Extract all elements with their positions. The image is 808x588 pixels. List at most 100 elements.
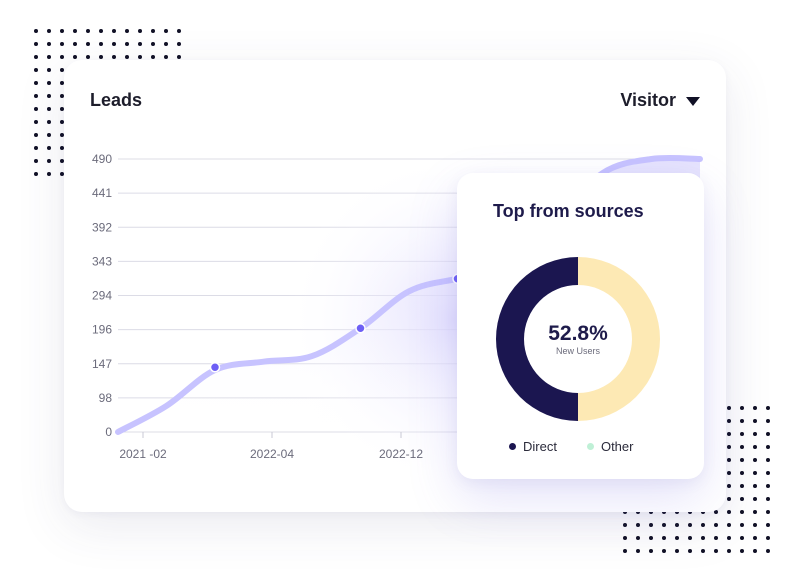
decorative-dot	[138, 29, 142, 33]
decorative-dot	[753, 497, 757, 501]
sources-donut-chart	[496, 257, 660, 421]
decorative-dot	[688, 549, 692, 553]
decorative-dot	[636, 536, 640, 540]
decorative-dot	[753, 549, 757, 553]
decorative-dot	[623, 523, 627, 527]
decorative-dot	[34, 42, 38, 46]
legend-label: Direct	[523, 439, 557, 454]
decorative-dot	[73, 29, 77, 33]
decorative-dot	[34, 133, 38, 137]
top-sources-card: Top from sources 52.8% New Users Direct …	[457, 173, 704, 479]
decorative-dot	[138, 42, 142, 46]
decorative-dot	[636, 523, 640, 527]
decorative-dot	[164, 29, 168, 33]
y-tick-label: 490	[92, 152, 112, 166]
decorative-dot	[47, 172, 51, 176]
decorative-dot	[753, 445, 757, 449]
decorative-dot	[151, 29, 155, 33]
decorative-dot	[701, 536, 705, 540]
decorative-dot	[740, 432, 744, 436]
donut-center-label: New Users	[555, 346, 600, 356]
decorative-dot	[47, 159, 51, 163]
decorative-dot	[47, 107, 51, 111]
decorative-dot	[112, 29, 116, 33]
decorative-dot	[753, 536, 757, 540]
decorative-dot	[727, 406, 731, 410]
decorative-dot	[125, 29, 129, 33]
x-tick-label: 2021 -02	[119, 447, 167, 461]
decorative-dot	[86, 29, 90, 33]
decorative-dot	[753, 484, 757, 488]
decorative-dot	[766, 458, 770, 462]
decorative-dot	[740, 471, 744, 475]
decorative-dot	[649, 536, 653, 540]
decorative-dot	[34, 68, 38, 72]
legend-dot-icon	[509, 443, 516, 450]
legend-item-direct: Direct	[509, 439, 557, 454]
decorative-dot	[60, 68, 64, 72]
decorative-dot	[151, 42, 155, 46]
decorative-dot	[727, 445, 731, 449]
decorative-dot	[34, 146, 38, 150]
decorative-dot	[740, 419, 744, 423]
decorative-dot	[727, 471, 731, 475]
decorative-dot	[47, 68, 51, 72]
legend-item-other: Other	[586, 439, 633, 454]
decorative-dot	[34, 120, 38, 124]
decorative-dot	[99, 29, 103, 33]
decorative-dot	[125, 42, 129, 46]
data-point	[209, 361, 221, 373]
decorative-dot	[766, 432, 770, 436]
decorative-dot	[753, 458, 757, 462]
y-tick-label: 294	[92, 289, 112, 303]
decorative-dot	[164, 42, 168, 46]
legend-dot-icon	[586, 443, 594, 450]
y-tick-label: 0	[105, 425, 112, 439]
decorative-dot	[34, 172, 38, 176]
decorative-dot	[727, 432, 731, 436]
decorative-dot	[740, 458, 744, 462]
decorative-dot	[60, 81, 64, 85]
y-tick-label: 343	[92, 254, 112, 268]
decorative-dot	[740, 523, 744, 527]
decorative-dot	[675, 549, 679, 553]
decorative-dot	[60, 94, 64, 98]
decorative-dot	[766, 497, 770, 501]
decorative-dot	[740, 406, 744, 410]
decorative-dot	[766, 549, 770, 553]
decorative-dot	[688, 510, 692, 514]
sources-legend: Direct Other	[509, 439, 663, 454]
donut-slice-direct	[496, 257, 578, 421]
decorative-dot	[73, 42, 77, 46]
decorative-dot	[34, 94, 38, 98]
y-tick-label: 392	[92, 220, 112, 234]
decorative-dot	[766, 419, 770, 423]
decorative-dot	[662, 549, 666, 553]
decorative-dot	[688, 536, 692, 540]
decorative-dot	[86, 55, 90, 59]
decorative-dot	[47, 146, 51, 150]
decorative-dot	[701, 523, 705, 527]
decorative-dot	[636, 549, 640, 553]
decorative-dot	[766, 523, 770, 527]
decorative-dot	[740, 536, 744, 540]
decorative-dot	[34, 81, 38, 85]
visitor-dropdown[interactable]: Visitor	[620, 90, 700, 111]
decorative-dot	[177, 42, 181, 46]
decorative-dot	[727, 484, 731, 488]
decorative-dot	[177, 29, 181, 33]
decorative-dot	[753, 523, 757, 527]
decorative-dot	[73, 55, 77, 59]
decorative-dot	[60, 146, 64, 150]
decorative-dot	[753, 419, 757, 423]
decorative-dot	[60, 55, 64, 59]
decorative-dot	[701, 549, 705, 553]
decorative-dot	[714, 523, 718, 527]
decorative-dot	[60, 133, 64, 137]
decorative-dot	[151, 55, 155, 59]
decorative-dot	[675, 536, 679, 540]
data-point	[355, 322, 366, 334]
y-tick-label: 98	[99, 391, 113, 405]
decorative-dot	[740, 497, 744, 501]
decorative-dot	[34, 29, 38, 33]
